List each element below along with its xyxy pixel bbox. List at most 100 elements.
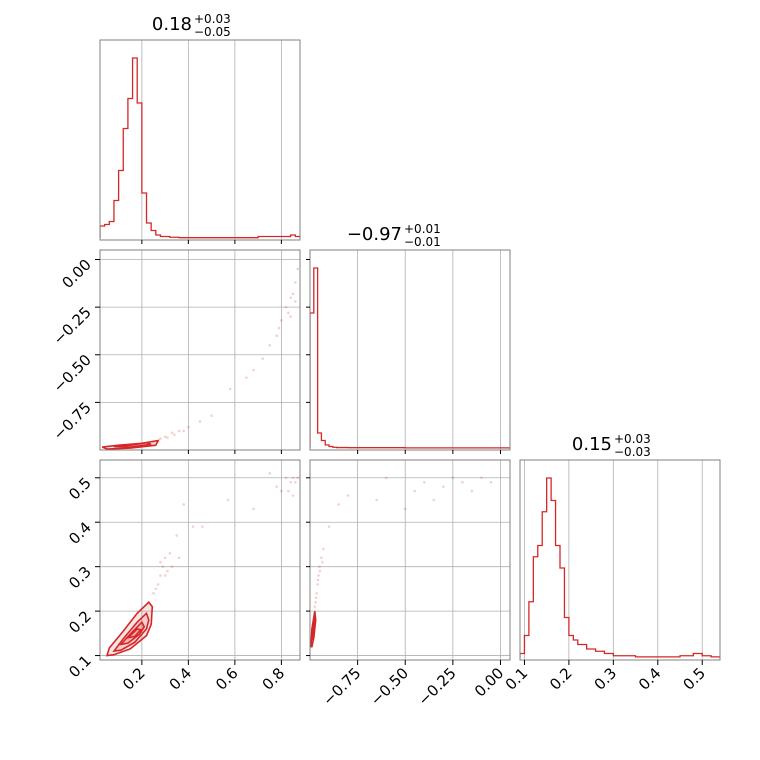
sample-point (291, 476, 295, 480)
sample-point (294, 480, 297, 484)
sample-point (346, 494, 350, 497)
sample-point (384, 476, 388, 480)
x-tick-label: 0.6 (212, 664, 242, 694)
sample-point (314, 596, 318, 600)
x-tick-label: 0.8 (259, 664, 289, 694)
sample-point (268, 343, 272, 347)
scatter-panel-0-1 (99, 249, 301, 451)
histogram-step-1 (310, 267, 510, 449)
x-tick-label: −0.25 (414, 664, 459, 709)
sample-point (442, 485, 445, 488)
y-tick-label: −0.75 (50, 398, 95, 443)
sample-point (313, 605, 317, 608)
sample-point (322, 547, 325, 551)
sample-point (315, 592, 318, 595)
sample-point (152, 592, 155, 595)
sample-point (317, 574, 320, 577)
y-tick-label: 0.5 (65, 474, 95, 504)
sample-point (161, 565, 165, 568)
hist-panel-2: 0.15 +0.03−0.03 (519, 432, 721, 661)
scatter-panel-0-2 (99, 459, 301, 661)
sample-point (275, 485, 279, 488)
panel-frame (309, 459, 511, 661)
sample-point (201, 525, 204, 528)
sample-point (268, 472, 272, 475)
sample-point (226, 498, 230, 502)
x-tick-label: −0.50 (367, 664, 412, 709)
sample-point (182, 503, 186, 506)
sample-point (159, 437, 162, 440)
title-value-0: 0.18 (152, 14, 192, 35)
scatter-panel-1-2 (309, 459, 511, 661)
y-tick-label: −0.50 (50, 351, 95, 396)
title-plus-error-0: +0.03 (194, 12, 231, 26)
sample-point (187, 425, 190, 429)
panel-frame (99, 39, 301, 241)
panel-content (310, 476, 493, 648)
sample-point (277, 326, 281, 330)
panel-frame (99, 459, 301, 661)
y-tick-label: 0.00 (58, 256, 94, 292)
panel-frame (99, 249, 301, 451)
x-tick-label: 0.2 (119, 664, 149, 694)
panel-content (102, 267, 299, 450)
sample-point (163, 574, 167, 577)
sample-point (163, 435, 167, 438)
sample-point (337, 503, 340, 506)
sample-point (432, 498, 436, 502)
sample-point (182, 429, 186, 433)
title-plus-error-2: +0.03 (614, 432, 651, 446)
sample-point (166, 436, 169, 439)
sample-point (170, 431, 174, 435)
y-tick-label: 0.2 (65, 607, 95, 637)
title-plus-error-1: +0.01 (404, 222, 441, 236)
sample-point (168, 552, 172, 555)
sample-point (198, 420, 202, 423)
sample-point (318, 565, 321, 568)
y-tick-label: 0.1 (65, 652, 95, 682)
sample-point (321, 560, 324, 564)
x-tick-label: −0.75 (319, 664, 364, 709)
histogram-step-0 (100, 57, 300, 239)
title-value-2: 0.15 (572, 434, 612, 455)
sample-point (294, 281, 297, 284)
sample-point (154, 587, 158, 591)
sample-point (163, 556, 167, 560)
title-minus-error-2: −0.03 (614, 445, 651, 459)
sample-point (291, 292, 295, 296)
sample-point (327, 525, 331, 528)
x-tick-label: 0.5 (679, 664, 709, 694)
sample-point (252, 507, 255, 511)
contour-level-1 (113, 441, 152, 448)
sample-point (210, 414, 213, 418)
contour-level-1 (311, 617, 316, 641)
sample-point (159, 560, 162, 564)
title-minus-error-1: −0.01 (404, 235, 441, 249)
sample-point (320, 556, 323, 560)
panel-content (105, 472, 299, 657)
sample-point (261, 357, 265, 360)
panel-frame (519, 459, 721, 661)
sample-point (287, 311, 290, 315)
sample-point (177, 556, 181, 560)
sample-point (252, 368, 255, 372)
histogram-step-2 (520, 477, 720, 658)
sample-point (159, 574, 162, 577)
x-tick-label: 0.2 (546, 664, 576, 694)
sample-point (296, 267, 299, 271)
sample-point (245, 376, 248, 379)
sample-point (296, 476, 299, 480)
title-value-1: −0.97 (347, 224, 402, 245)
sample-point (413, 489, 417, 493)
sample-point (280, 319, 283, 322)
title-minus-error-0: −0.05 (194, 25, 231, 39)
sample-point (316, 583, 319, 586)
hist-panel-1: −0.97 +0.01−0.01 (309, 222, 511, 451)
sample-point (291, 494, 295, 497)
sample-point (175, 534, 179, 537)
sample-point (375, 498, 378, 502)
sample-point (284, 476, 288, 480)
sample-point (275, 334, 279, 338)
y-tick-label: 0.4 (65, 518, 95, 548)
